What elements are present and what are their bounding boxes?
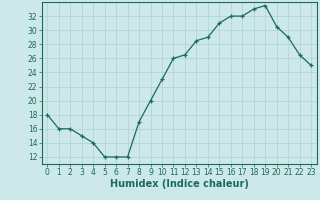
X-axis label: Humidex (Indice chaleur): Humidex (Indice chaleur) (110, 179, 249, 189)
